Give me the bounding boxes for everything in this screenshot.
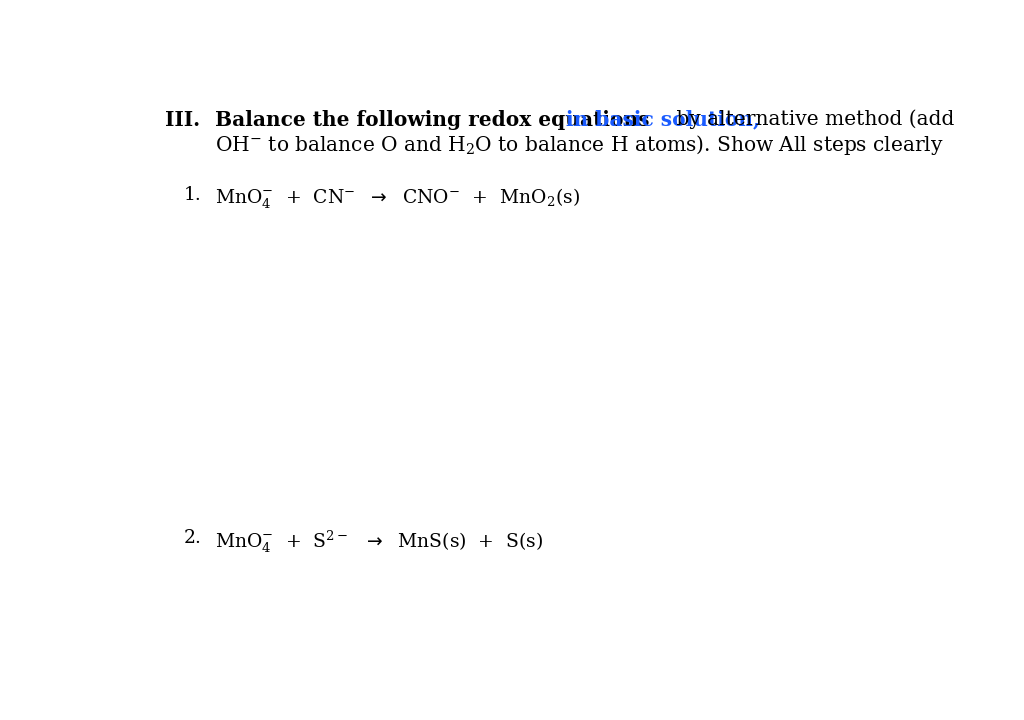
Text: $\mathregular{MnO_4^{-}}$  +  $\mathregular{S^{2-}}$  $\rightarrow$  $\mathregul: $\mathregular{MnO_4^{-}}$ + $\mathregula… <box>215 529 543 555</box>
Text: by alternative method (add: by alternative method (add <box>671 109 954 129</box>
Text: 1.: 1. <box>183 186 202 204</box>
Text: Balance the following redox equations: Balance the following redox equations <box>215 109 649 130</box>
Text: $\mathregular{MnO_4^{-}}$  +  $\mathregular{CN^{-}}$  $\rightarrow$  $\mathregul: $\mathregular{MnO_4^{-}}$ + $\mathregula… <box>215 186 580 210</box>
Text: $\mathregular{OH^{-}}$ to balance O and $\mathregular{H_2O}$ to balance H atoms): $\mathregular{OH^{-}}$ to balance O and … <box>215 132 943 156</box>
Text: 2.: 2. <box>183 529 202 547</box>
Text: III.: III. <box>165 109 201 130</box>
Text: in basic solution,: in basic solution, <box>566 109 760 130</box>
